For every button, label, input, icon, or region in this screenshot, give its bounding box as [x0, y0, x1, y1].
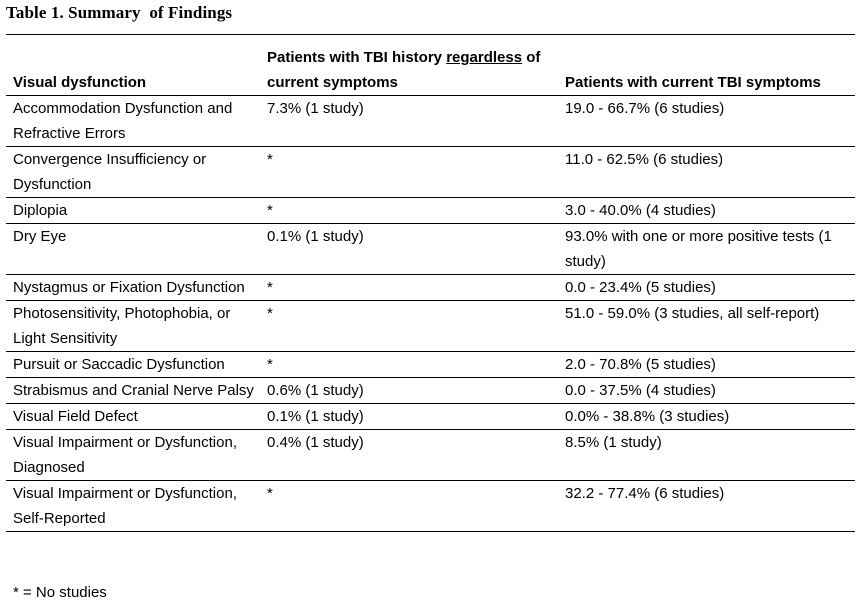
header-row: Visual dysfunction Patients with TBI his… [6, 34, 855, 96]
cell-dysfunction: Photosensitivity, Photophobia, or Light … [6, 300, 260, 352]
cell-history: * [260, 480, 558, 532]
cell-current: 3.0 - 40.0% (4 studies) [558, 197, 855, 224]
cell-dysfunction: Accommodation Dysfunction and Refractive… [6, 95, 260, 147]
cell-history: 7.3% (1 study) [260, 95, 558, 147]
header-tbi-history: Patients with TBI history regardless of … [260, 34, 558, 96]
cell-dysfunction: Nystagmus or Fixation Dysfunction [6, 274, 260, 301]
table-row: Nystagmus or Fixation Dysfunction * 0.0 … [6, 274, 855, 301]
table-row: Visual Impairment or Dysfunction, Self-R… [6, 480, 855, 532]
cell-current: 0.0 - 37.5% (4 studies) [558, 377, 855, 404]
table-row: Accommodation Dysfunction and Refractive… [6, 95, 855, 147]
table-title: Table 1. Summary of Findings [6, 3, 233, 22]
table-row: Diplopia * 3.0 - 40.0% (4 studies) [6, 197, 855, 224]
cell-current: 11.0 - 62.5% (6 studies) [558, 146, 855, 198]
cell-current: 0.0% - 38.8% (3 studies) [558, 403, 855, 430]
header-tbi-history-part2: of current symptoms [267, 49, 541, 91]
cell-current: 0.0 - 23.4% (5 studies) [558, 274, 855, 301]
cell-dysfunction: Pursuit or Saccadic Dysfunction [6, 351, 260, 378]
cell-current: 19.0 - 66.7% (6 studies) [558, 95, 855, 147]
cell-current: 51.0 - 59.0% (3 studies, all self-report… [558, 300, 855, 352]
cell-dysfunction: Strabismus and Cranial Nerve Palsy [6, 377, 260, 404]
footnote: * = No studies [13, 584, 107, 601]
cell-dysfunction: Visual Impairment or Dysfunction, Self-R… [6, 480, 260, 532]
cell-history: 0.1% (1 study) [260, 403, 558, 430]
cell-history: * [260, 274, 558, 301]
cell-history: 0.1% (1 study) [260, 223, 558, 275]
table-row: Photosensitivity, Photophobia, or Light … [6, 300, 855, 352]
header-visual-dysfunction: Visual dysfunction [6, 34, 260, 96]
table-row: Visual Impairment or Dysfunction, Diagno… [6, 429, 855, 481]
table-row: Convergence Insufficiency or Dysfunction… [6, 146, 855, 198]
summary-table: Visual dysfunction Patients with TBI his… [6, 34, 855, 532]
cell-history: * [260, 146, 558, 198]
cell-current: 2.0 - 70.8% (5 studies) [558, 351, 855, 378]
cell-current: 93.0% with one or more positive tests (1… [558, 223, 855, 275]
cell-dysfunction: Dry Eye [6, 223, 260, 275]
cell-history: * [260, 351, 558, 378]
cell-history: * [260, 197, 558, 224]
cell-history: 0.4% (1 study) [260, 429, 558, 481]
header-current-symptoms: Patients with current TBI symptoms [558, 34, 855, 96]
table-body: Accommodation Dysfunction and Refractive… [6, 95, 855, 532]
table-row: Dry Eye 0.1% (1 study) 93.0% with one or… [6, 223, 855, 275]
cell-dysfunction: Diplopia [6, 197, 260, 224]
cell-dysfunction: Visual Field Defect [6, 403, 260, 430]
cell-dysfunction: Convergence Insufficiency or Dysfunction [6, 146, 260, 198]
table-row: Pursuit or Saccadic Dysfunction * 2.0 - … [6, 351, 855, 378]
cell-dysfunction: Visual Impairment or Dysfunction, Diagno… [6, 429, 260, 481]
header-tbi-history-underlined: regardless [446, 49, 523, 66]
table-row: Strabismus and Cranial Nerve Palsy 0.6% … [6, 377, 855, 404]
cell-current: 32.2 - 77.4% (6 studies) [558, 480, 855, 532]
cell-history: 0.6% (1 study) [260, 377, 558, 404]
header-tbi-history-part1: Patients with TBI history [267, 49, 447, 66]
cell-current: 8.5% (1 study) [558, 429, 855, 481]
table-row: Visual Field Defect 0.1% (1 study) 0.0% … [6, 403, 855, 430]
cell-history: * [260, 300, 558, 352]
